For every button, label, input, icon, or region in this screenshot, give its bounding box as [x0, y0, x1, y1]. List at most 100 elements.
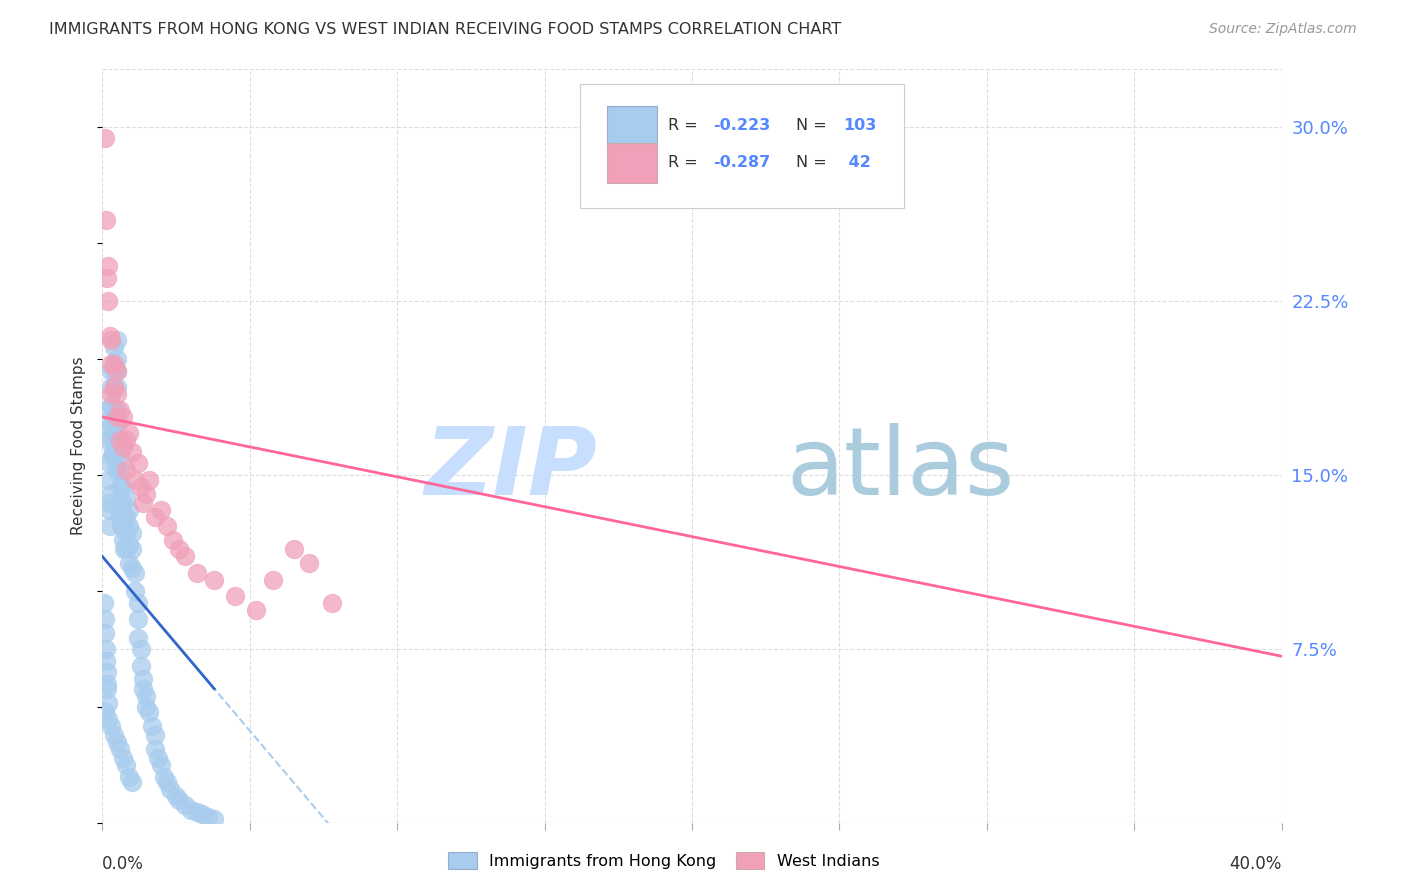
Text: N =: N = — [796, 155, 831, 170]
Point — [105, 403, 128, 417]
Point — [124, 584, 146, 599]
Point — [103, 403, 125, 417]
Point — [127, 596, 149, 610]
Point — [245, 603, 267, 617]
Point — [105, 463, 128, 477]
Point — [150, 758, 173, 772]
Point — [107, 433, 129, 447]
Point — [100, 450, 122, 464]
Point — [202, 573, 225, 587]
Text: -0.287: -0.287 — [713, 155, 770, 170]
Point — [103, 380, 125, 394]
Point — [108, 403, 131, 417]
Point — [124, 473, 146, 487]
Point — [93, 131, 115, 145]
Point — [143, 509, 166, 524]
Point — [159, 781, 181, 796]
Point — [135, 689, 157, 703]
Point — [100, 433, 122, 447]
Point — [100, 363, 122, 377]
Point — [97, 457, 120, 471]
Point — [100, 380, 122, 394]
Legend: Immigrants from Hong Kong, West Indians: Immigrants from Hong Kong, West Indians — [441, 846, 886, 875]
Point — [143, 728, 166, 742]
Text: 103: 103 — [844, 118, 876, 133]
FancyBboxPatch shape — [579, 84, 904, 208]
Point — [186, 566, 208, 580]
Point — [105, 363, 128, 377]
Point — [110, 519, 132, 533]
Point — [96, 681, 118, 696]
Point — [283, 542, 305, 557]
Point — [108, 496, 131, 510]
Point — [96, 665, 118, 680]
Point — [129, 658, 152, 673]
Point — [111, 751, 134, 765]
Point — [97, 293, 120, 308]
Point — [94, 212, 117, 227]
Point — [114, 526, 136, 541]
Point — [127, 631, 149, 645]
Point — [108, 450, 131, 464]
Text: R =: R = — [668, 155, 703, 170]
Point — [162, 533, 184, 547]
Point — [94, 642, 117, 657]
Point — [156, 519, 179, 533]
Point — [127, 457, 149, 471]
Point — [114, 463, 136, 477]
Point — [112, 533, 135, 547]
Point — [111, 519, 134, 533]
Point — [298, 557, 321, 571]
Text: atlas: atlas — [786, 423, 1015, 515]
Point — [129, 642, 152, 657]
Point — [114, 758, 136, 772]
Point — [108, 433, 131, 447]
Point — [111, 480, 134, 494]
Text: ZIP: ZIP — [425, 423, 598, 515]
Point — [98, 503, 121, 517]
Point — [98, 328, 121, 343]
Point — [135, 700, 157, 714]
Point — [121, 445, 143, 459]
Point — [101, 445, 124, 459]
Point — [96, 696, 118, 710]
Point — [111, 496, 134, 510]
Point — [97, 712, 120, 726]
Point — [148, 751, 170, 765]
Point — [105, 380, 128, 394]
Point — [127, 612, 149, 626]
Point — [108, 742, 131, 756]
Y-axis label: Receiving Food Stamps: Receiving Food Stamps — [72, 357, 86, 535]
Point — [110, 509, 132, 524]
Point — [121, 561, 143, 575]
Point — [118, 426, 141, 441]
Point — [100, 334, 122, 348]
Point — [118, 538, 141, 552]
Text: -0.223: -0.223 — [713, 118, 770, 133]
Point — [224, 589, 246, 603]
Point — [94, 654, 117, 668]
Point — [121, 774, 143, 789]
Text: N =: N = — [796, 118, 831, 133]
Point — [115, 542, 138, 557]
Point — [105, 386, 128, 401]
Point — [191, 807, 214, 822]
Point — [321, 596, 343, 610]
FancyBboxPatch shape — [607, 105, 657, 145]
Point — [180, 803, 202, 817]
Point — [105, 735, 128, 749]
Point — [94, 626, 117, 640]
Point — [107, 417, 129, 431]
Point — [103, 357, 125, 371]
Point — [132, 496, 155, 510]
Point — [124, 566, 146, 580]
Point — [103, 380, 125, 394]
Point — [97, 473, 120, 487]
Point — [132, 681, 155, 696]
Point — [202, 812, 225, 826]
Point — [103, 363, 125, 377]
Point — [108, 480, 131, 494]
Point — [96, 677, 118, 691]
Point — [103, 340, 125, 354]
Point — [118, 770, 141, 784]
